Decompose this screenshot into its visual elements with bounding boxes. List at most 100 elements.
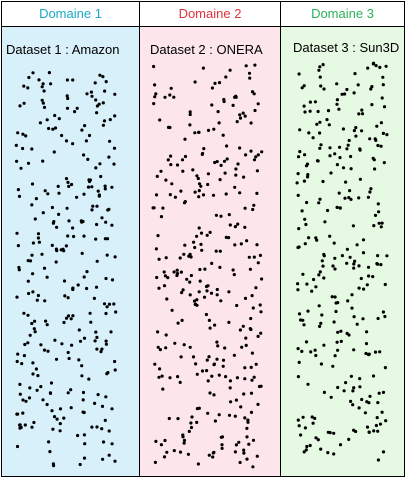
data-point xyxy=(364,351,368,356)
data-point xyxy=(67,219,71,223)
data-point xyxy=(223,171,227,175)
data-point xyxy=(71,142,75,146)
data-point xyxy=(31,372,35,376)
domain-1-column: Dataset 1 : Amazon xyxy=(1,27,139,477)
domain-3-header: Domaine 3 xyxy=(280,1,404,27)
data-point xyxy=(224,75,228,79)
data-point xyxy=(154,247,158,251)
data-point xyxy=(172,449,176,453)
data-point xyxy=(374,64,378,68)
data-point xyxy=(336,348,340,352)
data-point xyxy=(250,90,255,94)
data-point xyxy=(342,389,346,393)
data-point xyxy=(217,413,221,417)
data-point xyxy=(319,143,323,147)
data-point xyxy=(250,378,254,382)
data-point xyxy=(16,188,20,192)
data-point xyxy=(159,215,164,219)
data-point xyxy=(66,350,70,355)
data-point xyxy=(105,305,109,309)
data-point xyxy=(255,169,259,173)
data-point xyxy=(297,245,301,249)
data-point xyxy=(192,299,197,303)
data-point xyxy=(331,264,335,268)
data-point xyxy=(206,284,210,288)
data-point xyxy=(98,73,102,77)
data-point xyxy=(113,459,117,463)
data-point xyxy=(211,455,215,459)
data-point xyxy=(80,374,84,378)
domain-2-header-label: Domaine 2 xyxy=(178,6,242,21)
data-point xyxy=(228,68,232,72)
domain-2-column: Dataset 2 : ONERA xyxy=(139,27,280,477)
data-point xyxy=(383,366,387,370)
data-point xyxy=(47,126,51,131)
data-point xyxy=(90,208,94,212)
data-point xyxy=(216,110,220,114)
data-point xyxy=(103,184,107,188)
data-point xyxy=(243,377,247,381)
data-point xyxy=(318,270,322,274)
data-point xyxy=(365,283,369,287)
data-point xyxy=(224,375,228,379)
data-point xyxy=(322,390,326,394)
data-point xyxy=(221,133,225,137)
data-point xyxy=(328,154,332,158)
data-point xyxy=(168,93,172,97)
data-point xyxy=(84,139,88,143)
data-point xyxy=(249,316,253,321)
data-point xyxy=(349,197,353,201)
data-point xyxy=(256,402,260,406)
data-point xyxy=(306,309,310,313)
data-point xyxy=(301,272,305,276)
data-point xyxy=(212,127,216,131)
data-point xyxy=(63,294,67,298)
data-point xyxy=(197,406,201,410)
data-point xyxy=(58,422,62,426)
data-point xyxy=(179,355,183,359)
data-point xyxy=(182,252,186,256)
data-point xyxy=(30,182,35,186)
data-point xyxy=(170,308,174,312)
data-point xyxy=(340,254,344,258)
data-point xyxy=(243,296,248,300)
data-point xyxy=(253,63,257,67)
data-point xyxy=(201,66,205,70)
data-point xyxy=(205,369,209,373)
data-point xyxy=(336,385,340,390)
data-point xyxy=(296,155,301,159)
data-point xyxy=(31,361,35,365)
data-point xyxy=(42,89,46,93)
data-point xyxy=(381,450,386,454)
data-point xyxy=(243,114,247,118)
data-point xyxy=(217,121,221,125)
data-point xyxy=(340,92,344,96)
data-point xyxy=(379,144,383,148)
data-point xyxy=(182,438,187,442)
data-point xyxy=(107,453,111,457)
data-point xyxy=(296,282,300,286)
data-point xyxy=(232,353,236,357)
data-point xyxy=(164,346,168,350)
data-point xyxy=(101,101,105,105)
data-point xyxy=(372,224,376,228)
data-point xyxy=(228,386,232,390)
data-point xyxy=(223,346,227,350)
data-point xyxy=(362,287,366,291)
data-point xyxy=(112,302,116,306)
data-point xyxy=(305,282,309,286)
data-point xyxy=(235,376,239,380)
data-point xyxy=(30,203,34,207)
data-point xyxy=(60,133,64,138)
data-point xyxy=(24,134,28,138)
data-point xyxy=(251,438,256,442)
data-point xyxy=(327,123,331,127)
data-point xyxy=(368,394,372,398)
data-point xyxy=(36,293,41,298)
data-point xyxy=(46,349,50,353)
data-point xyxy=(194,362,198,366)
data-point xyxy=(326,451,330,455)
data-point xyxy=(110,407,114,411)
data-point xyxy=(321,63,325,67)
data-point xyxy=(15,412,19,416)
